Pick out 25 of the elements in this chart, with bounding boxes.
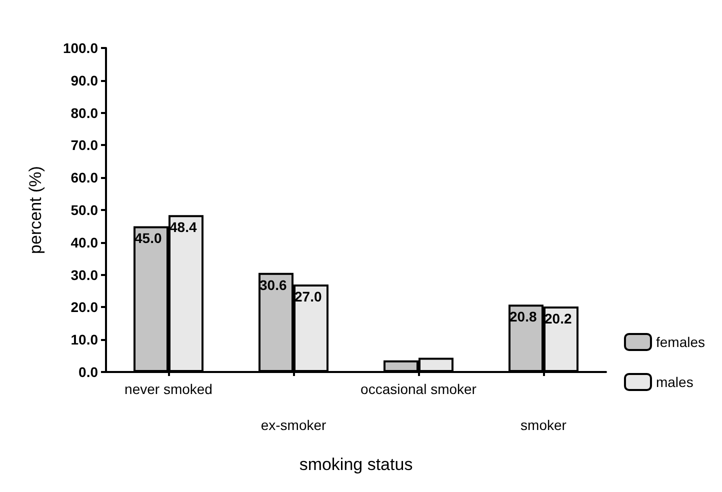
legend-label: females xyxy=(656,334,706,350)
x-tick-label: occasional smoker xyxy=(360,381,477,397)
y-tick-label: 40.0 xyxy=(70,234,98,250)
x-tick-label: never smoked xyxy=(124,381,212,397)
x-tick-label: ex-smoker xyxy=(260,417,327,433)
y-tick-label: 0.0 xyxy=(78,364,98,380)
data-label: 45.0 xyxy=(134,230,162,246)
y-tick-label: 90.0 xyxy=(70,72,98,88)
y-tick-label: 10.0 xyxy=(70,332,98,348)
data-label: 30.6 xyxy=(260,276,287,293)
y-tick-label: 70.0 xyxy=(70,137,98,154)
y-tick-label: 100.0 xyxy=(62,40,98,56)
y-tick-label: 80.0 xyxy=(70,104,98,121)
y-axis-title: percent (%) xyxy=(26,166,45,254)
y-tick-label: 30.0 xyxy=(70,266,98,283)
y-tick-label: 50.0 xyxy=(70,202,98,218)
data-label: 20.2 xyxy=(544,310,572,327)
data-label: 20.8 xyxy=(510,308,537,325)
y-tick-label: 20.0 xyxy=(70,299,98,316)
data-label: 27.0 xyxy=(294,288,322,305)
x-tick-label: smoker xyxy=(520,417,567,433)
legend-label: males xyxy=(656,374,694,390)
data-label: 48.4 xyxy=(170,219,197,236)
y-tick-label: 60.0 xyxy=(70,170,98,186)
x-axis-title: smoking status xyxy=(299,455,413,474)
